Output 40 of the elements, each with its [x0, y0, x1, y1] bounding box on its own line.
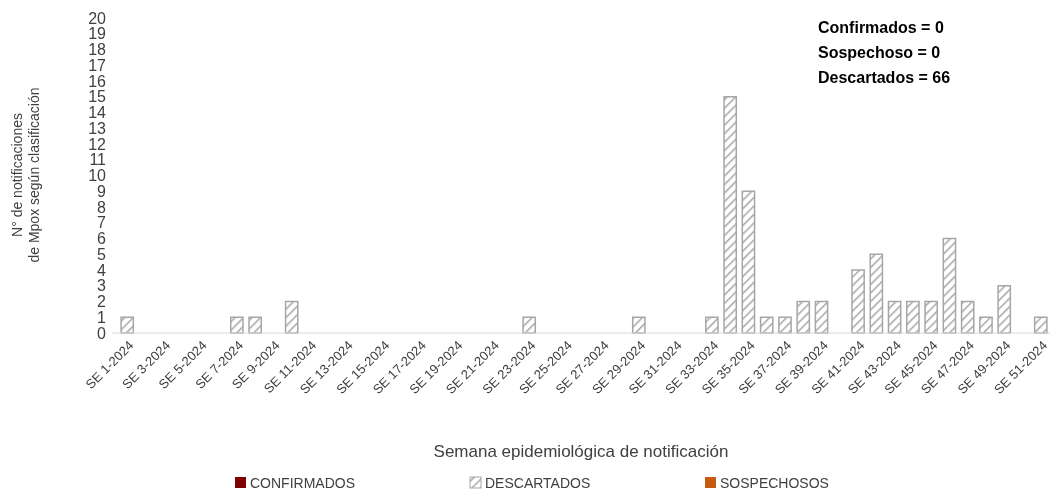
y-tick-label: 15 [88, 88, 107, 106]
bar [942, 237, 957, 334]
bar [741, 190, 756, 334]
y-tick-label: 14 [88, 104, 107, 122]
legend-label: SOSPECHOSOS [720, 475, 829, 491]
annotation: Sospechoso = 0 [818, 43, 941, 61]
y-tick-label: 8 [97, 198, 107, 216]
bar [796, 300, 811, 334]
bar [906, 300, 920, 334]
y-tick-label: 6 [97, 230, 107, 248]
y-tick-label: 7 [97, 214, 107, 232]
y-tick-label: 20 [88, 9, 107, 27]
y-tick-label: 3 [97, 277, 107, 295]
y-tick-label: 18 [88, 41, 107, 59]
y-tick-label: 9 [97, 182, 107, 200]
bar [723, 96, 738, 334]
y-tick-label: 5 [97, 245, 107, 263]
y-tick-label: 11 [89, 151, 107, 169]
bar [924, 300, 939, 334]
y-tick-label: 10 [88, 167, 107, 185]
y-axis-title: N° de notificaciones de Mpox según clasificación [9, 87, 42, 263]
y-tick-label: 12 [88, 135, 107, 153]
annotation: Confirmados = 0 [818, 18, 944, 36]
bar [284, 300, 299, 334]
y-tick-label: 2 [97, 293, 107, 311]
x-axis-title: Semana epidemiológica de notificación [433, 442, 729, 461]
y-tick-label: 0 [97, 324, 107, 342]
bar [960, 300, 975, 334]
y-tick-label: 19 [88, 25, 107, 43]
y-tick-label: 13 [88, 119, 107, 137]
bar [869, 253, 884, 334]
bar [997, 285, 1012, 334]
legend-label: CONFIRMADOS [250, 475, 355, 491]
y-tick-label: 4 [97, 261, 107, 279]
y-tick-label: 17 [88, 56, 107, 74]
annotation: Descartados = 66 [818, 68, 951, 86]
y-tick-label: 1 [97, 308, 107, 326]
legend-label: DESCARTADOS [485, 475, 591, 491]
bar [851, 269, 865, 334]
y-tick-label: 16 [88, 72, 107, 90]
